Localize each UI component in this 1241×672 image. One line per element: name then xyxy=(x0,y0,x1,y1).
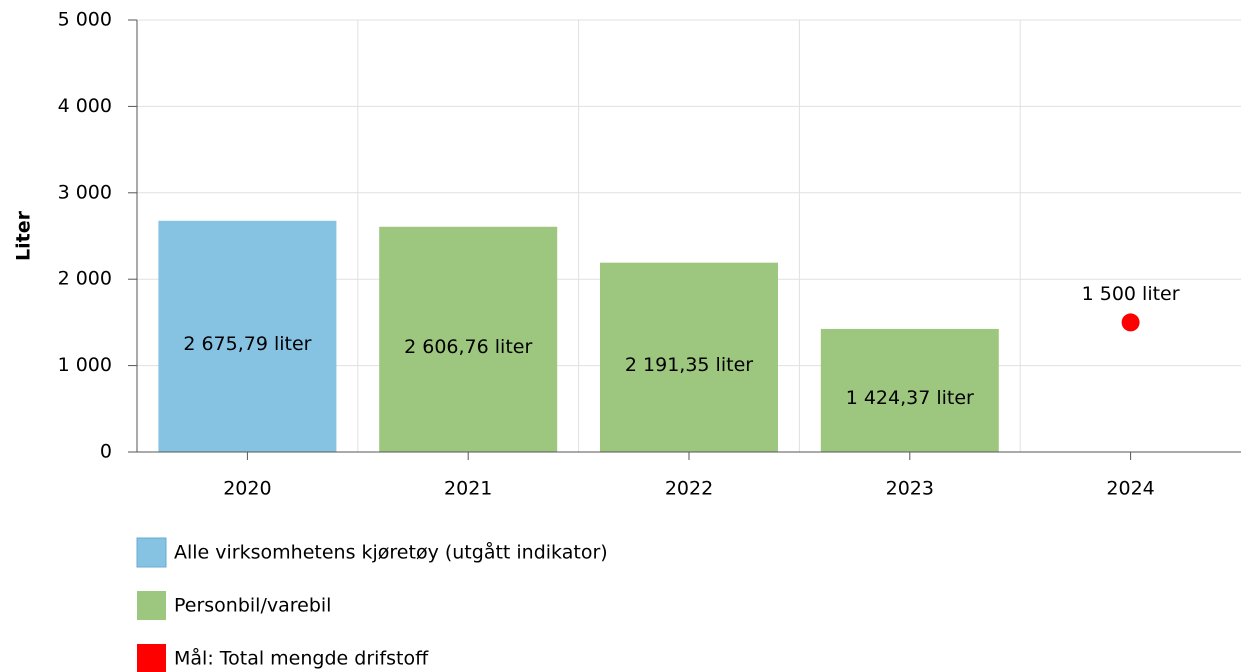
legend-label: Alle virksomhetens kjøretøy (utgått indi… xyxy=(174,541,608,564)
data-label: 2 191,35 liter xyxy=(625,354,753,376)
y-tick-label: 0 xyxy=(100,441,112,463)
legend-label: Personbil/varebil xyxy=(174,595,331,617)
x-tick-label: 2020 xyxy=(223,478,271,500)
y-tick-label: 1 000 xyxy=(58,354,112,376)
y-tick-label: 2 000 xyxy=(58,268,112,290)
y-tick-label: 4 000 xyxy=(58,95,112,117)
x-tick-label: 2024 xyxy=(1106,478,1154,500)
bar xyxy=(379,226,558,452)
data-label: 1 500 liter xyxy=(1082,283,1180,305)
legend-swatch xyxy=(137,591,166,620)
x-tick-label: 2022 xyxy=(665,478,713,500)
bar xyxy=(158,220,337,452)
bar xyxy=(600,262,778,452)
x-tick-label: 2023 xyxy=(886,478,934,500)
legend-label: Mål: Total mengde drifstoff xyxy=(174,647,429,670)
y-tick-label: 3 000 xyxy=(58,181,112,203)
data-label: 2 606,76 liter xyxy=(404,336,532,358)
y-axis-label: Liter xyxy=(13,210,35,261)
x-tick-label: 2021 xyxy=(444,478,492,500)
bar xyxy=(820,328,999,452)
point xyxy=(1121,313,1140,332)
y-tick-label: 5 000 xyxy=(58,9,112,31)
data-label: 2 675,79 liter xyxy=(183,333,311,355)
legend-swatch xyxy=(136,537,167,568)
legend-swatch xyxy=(137,644,166,672)
data-label: 1 424,37 liter xyxy=(846,387,974,409)
